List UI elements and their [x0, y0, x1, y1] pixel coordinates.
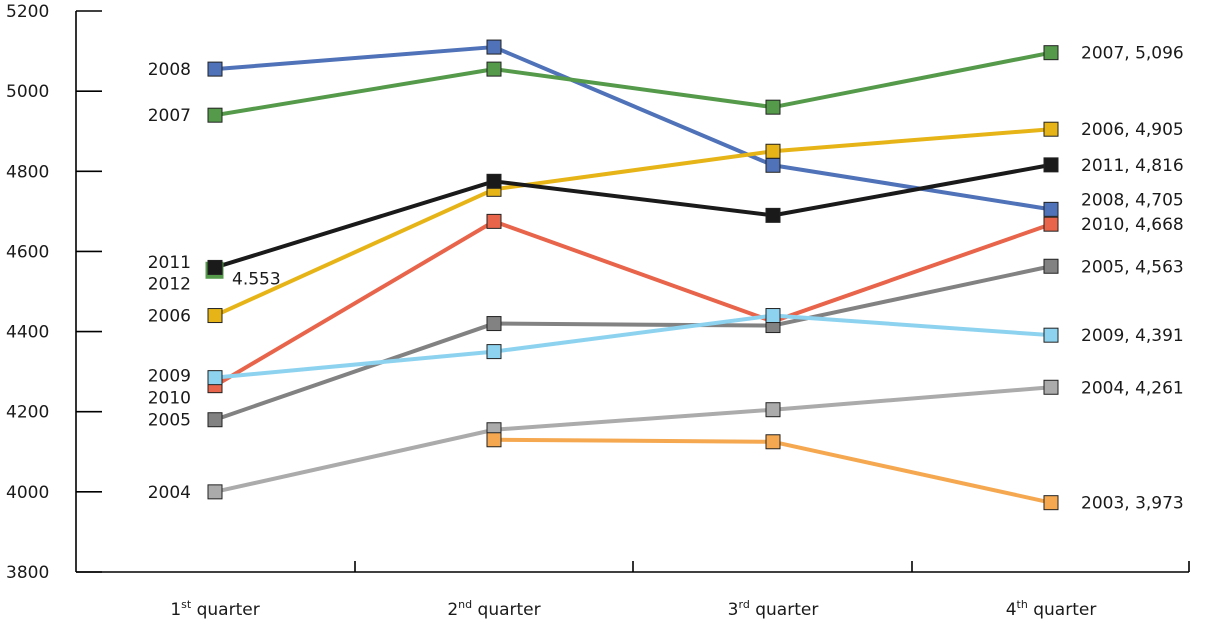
data-point-2006 — [765, 143, 781, 159]
series-start-label: 2012 — [148, 274, 191, 294]
data-point-2004 — [765, 402, 781, 418]
data-point-2007 — [765, 99, 781, 115]
data-point-2004 — [207, 484, 223, 500]
y-tick-label: 4600 — [6, 242, 49, 262]
data-point-2007 — [1043, 45, 1059, 61]
series-start-label: 2005 — [148, 411, 191, 431]
data-point-2009 — [1043, 327, 1059, 343]
series-end-label: 2005, 4,563 — [1081, 257, 1184, 277]
data-point-2008 — [1043, 201, 1059, 217]
y-tick-label: 4800 — [6, 162, 49, 182]
series-line-2011 — [214, 162, 1052, 270]
data-point-2010 — [1043, 216, 1059, 232]
data-point-2003 — [1043, 495, 1059, 511]
data-point-2009 — [207, 370, 223, 386]
y-tick-label: 5200 — [6, 2, 49, 22]
series-line-2008 — [214, 45, 1052, 212]
series-line-2007 — [214, 50, 1052, 118]
series-line-2004 — [214, 385, 1052, 494]
series-end-label: 2009, 4,391 — [1081, 326, 1184, 346]
x-tick-label: 1st quarter — [170, 598, 259, 620]
x-tick-label: 2nd quarter — [447, 598, 540, 620]
series-line-2010 — [213, 219, 1052, 388]
series-end-label: 2007, 5,096 — [1081, 44, 1184, 64]
series-end-label: 2011, 4,816 — [1081, 156, 1184, 176]
data-point-2008 — [207, 61, 223, 77]
data-point-2009 — [765, 308, 781, 324]
series-end-label: 2003, 3,973 — [1081, 494, 1184, 514]
data-point-2011 — [1043, 157, 1059, 173]
data-point-2005 — [207, 412, 223, 428]
data-point-2007 — [207, 107, 223, 123]
data-point-2003 — [765, 434, 781, 450]
data-point-2006 — [207, 308, 223, 324]
y-tick-label: 4400 — [6, 323, 49, 343]
series-line-2006 — [214, 127, 1052, 318]
data-point-2008 — [765, 157, 781, 173]
data-point-2010 — [486, 213, 502, 229]
data-point-2011 — [765, 207, 781, 223]
data-point-2011 — [486, 173, 502, 189]
series-line-2005 — [214, 264, 1052, 422]
y-tick-label: 4000 — [6, 483, 49, 503]
data-label-2012: 4.553 — [232, 269, 281, 289]
data-point-2008 — [486, 39, 502, 55]
y-tick-label: 4200 — [6, 403, 49, 423]
series-end-label: 2008, 4,705 — [1081, 190, 1184, 210]
data-point-2003 — [486, 432, 502, 448]
series-start-label: 2006 — [148, 307, 191, 327]
data-point-2009 — [486, 344, 502, 360]
series-start-label: 2010 — [148, 389, 191, 409]
data-point-2011 — [207, 259, 223, 275]
y-tick-label: 5000 — [6, 82, 49, 102]
y-tick-label: 3800 — [6, 563, 49, 583]
data-point-2007 — [486, 61, 502, 77]
series-start-label: 2004 — [148, 483, 191, 503]
x-tick-label: 4th quarter — [1006, 598, 1097, 620]
x-tick-label: 3rd quarter — [728, 598, 819, 620]
data-point-2005 — [486, 316, 502, 332]
series-end-label: 2004, 4,261 — [1081, 378, 1184, 398]
series-end-label: 2010, 4,668 — [1081, 215, 1184, 235]
series-start-label: 2009 — [148, 367, 191, 387]
series-start-label: 2007 — [148, 106, 191, 126]
data-point-2006 — [1043, 121, 1059, 137]
series-line-2009 — [214, 313, 1052, 380]
data-point-2005 — [1043, 258, 1059, 274]
series-end-label: 2006, 4,905 — [1081, 120, 1184, 140]
series-start-label: 2008 — [148, 60, 191, 80]
series-start-label: 2011 — [148, 253, 191, 273]
data-point-2004 — [1043, 379, 1059, 395]
